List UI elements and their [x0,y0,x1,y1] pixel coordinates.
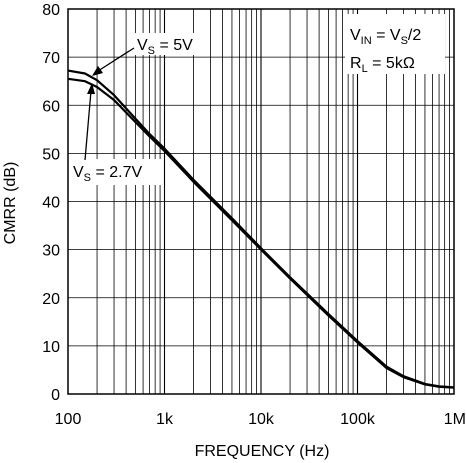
y-tick-label: 50 [42,146,60,163]
grid [68,9,454,394]
series-label-5v-bg [134,33,210,55]
y-axis-label: CMRR (dB) [2,162,19,245]
y-tick-labels: 0 10 20 30 40 50 60 70 80 [42,2,60,404]
x-tick-label: 1M [444,411,466,428]
y-tick-label: 70 [42,50,60,67]
series-label-5v-arrowhead [92,66,103,76]
series-label-2v7-arrow-line [84,90,92,161]
series-line-vs-2v7 [67,77,455,389]
series-label-5v: VS = 5V [137,37,193,57]
y-tick-label: 10 [42,339,60,356]
rl-condition: RL = 5kΩ [350,55,415,75]
y-tick-label: 40 [42,195,60,212]
series-label-2v7-bg [70,159,162,185]
y-tick-label: 20 [42,291,60,308]
plot-border [67,8,455,395]
x-tick-label: 100k [340,411,376,428]
conditions-box [345,14,445,74]
y-tick-label: 80 [42,2,60,19]
x-tick-label: 10k [248,411,275,428]
x-tick-labels: 100 1k 10k 100k 1M [55,411,466,428]
series-label-5v-arrow-line [97,47,135,72]
x-tick-label: 100 [55,411,82,428]
y-tick-label: 60 [42,98,60,115]
series-lines [67,69,455,389]
y-tick-label: 30 [42,243,60,260]
series-label-2v7-arrowhead [87,83,95,94]
y-tick-label: 0 [51,387,60,404]
series-label-2v7: VS = 2.7V [73,164,142,184]
x-tick-label: 1k [156,411,174,428]
vin-condition: VIN = VS/2 [350,27,421,47]
x-axis-label: FREQUENCY (Hz) [195,443,330,460]
